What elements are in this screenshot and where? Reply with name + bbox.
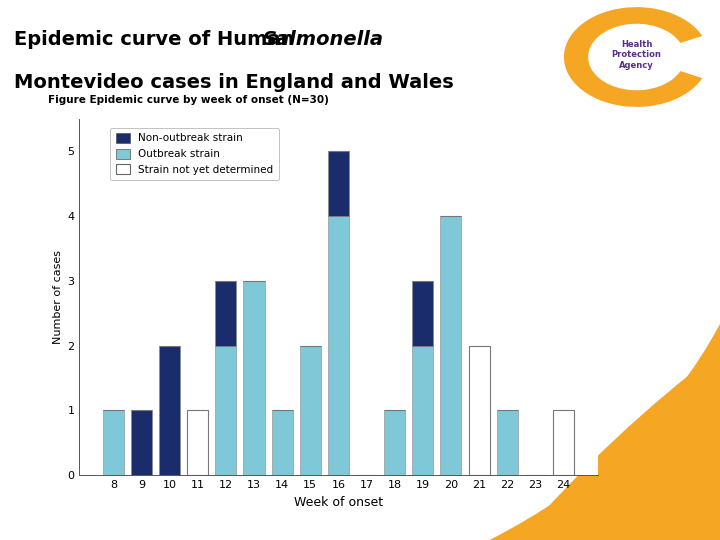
Bar xyxy=(497,410,518,475)
Bar xyxy=(328,151,349,216)
Bar xyxy=(215,281,236,346)
Bar xyxy=(384,410,405,475)
Bar xyxy=(413,346,433,475)
Bar xyxy=(103,410,124,475)
Y-axis label: Number of cases: Number of cases xyxy=(53,250,63,344)
Text: Salmonella: Salmonella xyxy=(263,30,384,49)
PathPatch shape xyxy=(518,351,720,540)
Bar xyxy=(131,410,152,475)
Text: Figure Epidemic curve by week of onset (N=30): Figure Epidemic curve by week of onset (… xyxy=(48,94,329,105)
PathPatch shape xyxy=(490,324,720,540)
Bar xyxy=(413,281,433,346)
Bar xyxy=(243,281,264,475)
Bar xyxy=(553,410,574,475)
Bar xyxy=(469,346,490,475)
X-axis label: Week of onset: Week of onset xyxy=(294,496,383,509)
Text: Montevideo cases in England and Wales: Montevideo cases in England and Wales xyxy=(14,73,454,92)
Text: Health
Protection
Agency: Health Protection Agency xyxy=(611,40,662,70)
Bar xyxy=(328,216,349,475)
Bar xyxy=(441,216,462,475)
Bar xyxy=(159,346,180,475)
Legend: Non-outbreak strain, Outbreak strain, Strain not yet determined: Non-outbreak strain, Outbreak strain, St… xyxy=(110,127,279,180)
Wedge shape xyxy=(564,7,702,107)
Bar xyxy=(271,410,292,475)
Bar xyxy=(215,346,236,475)
Bar xyxy=(300,346,321,475)
Text: Epidemic curve of Human: Epidemic curve of Human xyxy=(14,30,302,49)
Bar xyxy=(187,410,208,475)
